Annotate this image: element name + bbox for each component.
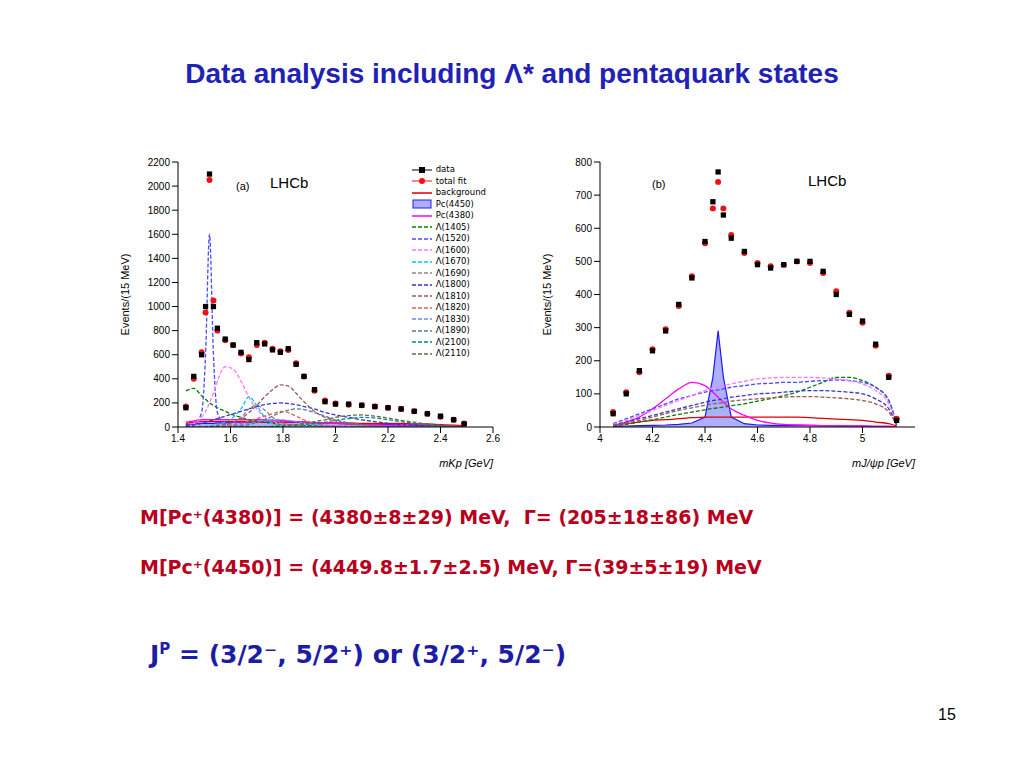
svg-text:4.2: 4.2 <box>646 433 660 444</box>
html-text:(a): (a) <box>236 180 250 192</box>
html-text:Λ(1800): Λ(1800) <box>435 279 470 289</box>
svg-text:200: 200 <box>575 355 592 366</box>
svg-text:2.4: 2.4 <box>434 433 448 444</box>
html-text:Λ(1670): Λ(1670) <box>435 256 470 266</box>
svg-text:0: 0 <box>164 422 170 433</box>
svg-text:4.6: 4.6 <box>751 433 765 444</box>
svg-text:4.4: 4.4 <box>698 433 712 444</box>
svg-text:2.6: 2.6 <box>486 433 500 444</box>
html-text:Data analysis including Λ* and: Data analysis including Λ* and pentaquar… <box>185 58 839 89</box>
svg-text:0: 0 <box>586 422 592 433</box>
svg-text:mKp [GeV]: mKp [GeV] <box>439 457 494 469</box>
html-text:Λ(2110): Λ(2110) <box>435 348 470 358</box>
html-text:Λ(1810): Λ(1810) <box>435 290 470 301</box>
html-text:Λ(1820): Λ(1820) <box>435 302 470 312</box>
svg-text:2: 2 <box>333 433 339 444</box>
svg-text:400: 400 <box>153 373 170 384</box>
svg-text:Events/(15 MeV): Events/(15 MeV) <box>541 254 553 336</box>
html-text:Pc(4380): Pc(4380) <box>435 210 474 220</box>
html-text:Λ(1890): Λ(1890) <box>435 325 470 335</box>
html-text:Λ(1600): Λ(1600) <box>435 244 470 255</box>
html-text:JP= (3/2⁻, 5/2⁺) or (3/2⁺, 5/2: JP= (3/2⁻, 5/2⁺) or (3/2⁺, 5/2⁻) <box>150 640 567 670</box>
svg-text:2.2: 2.2 <box>381 433 395 444</box>
html-text:15: 15 <box>938 706 956 723</box>
svg-text:1.4: 1.4 <box>171 433 185 444</box>
html-text:Λ(1830): Λ(1830) <box>435 313 470 324</box>
html-text:Λ(2100): Λ(2100) <box>435 336 470 347</box>
html-text:M[Pc⁺(4450)] = (4449.8±1.7±2.5: M[Pc⁺(4450)] = (4449.8±1.7±2.5) MeV, Γ=(… <box>140 556 762 578</box>
html-text:Λ(1690): Λ(1690) <box>435 267 470 278</box>
svg-text:800: 800 <box>575 157 592 168</box>
html-text:background: background <box>435 187 486 197</box>
html-text:Λ(1520): Λ(1520) <box>435 233 470 243</box>
svg-text:4: 4 <box>597 433 603 444</box>
html-text:data: data <box>435 164 455 174</box>
svg-text:2000: 2000 <box>148 181 171 192</box>
html-text:total fit: total fit <box>435 175 467 186</box>
svg-text:Events/(15 MeV): Events/(15 MeV) <box>119 254 131 336</box>
svg-text:1000: 1000 <box>148 301 171 312</box>
svg-text:1400: 1400 <box>148 253 171 264</box>
svg-text:600: 600 <box>153 349 170 360</box>
svg-text:500: 500 <box>575 256 592 267</box>
html-text:(b): (b) <box>652 178 666 190</box>
svg-text:mJ/ψp [GeV]: mJ/ψp [GeV] <box>852 457 916 469</box>
svg-text:1600: 1600 <box>148 229 171 240</box>
svg-text:5: 5 <box>860 433 866 444</box>
html-text:Λ(1405): Λ(1405) <box>435 221 470 232</box>
html-text:LHCb: LHCb <box>808 172 847 189</box>
svg-text:300: 300 <box>575 322 592 333</box>
svg-text:600: 600 <box>575 223 592 234</box>
svg-text:1200: 1200 <box>148 277 171 288</box>
svg-text:200: 200 <box>153 397 170 408</box>
svg-text:400: 400 <box>575 289 592 300</box>
svg-text:1.6: 1.6 <box>224 433 238 444</box>
svg-text:1.8: 1.8 <box>276 433 290 444</box>
svg-text:2200: 2200 <box>148 157 171 168</box>
svg-text:700: 700 <box>575 190 592 201</box>
html-text:LHCb: LHCb <box>270 174 309 191</box>
svg-text:4.8: 4.8 <box>803 433 817 444</box>
svg-text:1800: 1800 <box>148 205 171 216</box>
svg-text:100: 100 <box>575 388 592 399</box>
html-text:Pc(4450): Pc(4450) <box>435 198 474 209</box>
svg-text:800: 800 <box>153 325 170 336</box>
html-text:M[Pc⁺(4380)] = (4380±8±29) MeV: M[Pc⁺(4380)] = (4380±8±29) MeV, Γ= (205±… <box>140 506 754 528</box>
